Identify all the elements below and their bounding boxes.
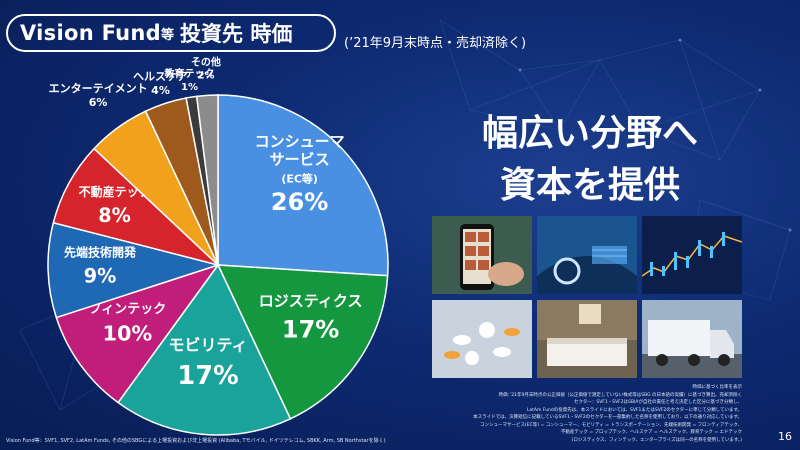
photo-5 [537, 300, 637, 378]
pie-label-1: ロジスティクス 17% [259, 292, 363, 344]
pie-label-4: 先端技術開発 9% [64, 245, 137, 288]
stock-chart-photo [642, 216, 742, 294]
note-line-3: セクター：SVF1・SVF2はSBIAが自社の責任と考え決定した区分に基づき分類… [574, 400, 742, 405]
note-line-5: 本スライドでは、決算短信に記載しているSVF1・SVF2のセクターを一部集約した… [473, 415, 742, 420]
photo-1 [432, 216, 532, 294]
photo-4 [432, 300, 532, 378]
hotel-room-photo [537, 300, 637, 378]
pie-slice-1 [216, 264, 389, 420]
headline-line-1: 幅広い分野へ [481, 113, 698, 154]
pie-slice-2 [117, 263, 292, 436]
note-line-6: コンシューマサービス(EC等) = コンシューマー、モビリティ = トランスポー… [480, 422, 742, 428]
pie-label-0: コンシューマサービス(EC等) 26% [255, 132, 345, 216]
title-box: Vision Fund 等 投資先 時価 [6, 14, 336, 52]
headline: 幅広い分野へ 資本を提供 [440, 108, 740, 212]
methodology-note: 時価に基づく比率を表示 時価：’21年9月末時点の公正価値（公正価値で測定してい… [372, 384, 742, 444]
photo-3 [642, 216, 742, 294]
pie-label-7: ヘルスケア 4% [133, 70, 188, 97]
note-line-2: 時価：’21年9月末時点の公正価値（公正価値で測定していない株式等はSBG の日… [498, 392, 742, 398]
smartphone-shopping-photo [432, 216, 532, 294]
footnote: Vision Fund等：SVF1, SVF2, LatAm Funds, その… [6, 438, 386, 444]
note-line-1: 時価に基づく比率を表示 [692, 385, 743, 390]
headline-line-2: 資本を提供 [499, 165, 680, 206]
pie-label-6: エンターテイメント 6% [49, 82, 148, 109]
note-line-8: (ロジスティクス、フィンテック、エンタープライズは同一の名称を使用しています。) [571, 437, 742, 443]
medicine-pills-photo [432, 300, 532, 378]
pie-label-8: 教育テック 1% [164, 67, 215, 93]
pie-label-2: モビリティ 17% [169, 336, 248, 391]
note-line-4: LatAm Fundの投資先は、本スライドにおいては、SVF1またはSVF2のセ… [526, 407, 742, 413]
title-main: Vision Fund [20, 21, 161, 45]
page-number: 16 [778, 430, 792, 443]
pie-label-3: フィンテック 10% [89, 302, 167, 346]
pie-slice-4 [47, 221, 221, 319]
autonomous-car-photo [537, 216, 637, 294]
photo-6 [642, 300, 742, 378]
pie-slice-3 [55, 263, 220, 404]
note-line-7: 不動産テック = プロップテック、ヘルスケア = ヘルステック、教育テック = … [560, 430, 742, 435]
pie-slice-0 [217, 94, 389, 277]
subtitle: (’21年9月末時点・売却済除く) [344, 36, 527, 51]
pie-slice-9 [195, 94, 219, 266]
title-small: 等 [161, 27, 175, 43]
photo-grid [432, 216, 744, 380]
pie-label-9: その他 2% [191, 55, 221, 81]
delivery-truck-photo [642, 300, 742, 378]
photo-2 [537, 216, 637, 294]
title-jp: 投資先 時価 [180, 22, 293, 46]
pie-label-5: 不動産テック 8% [79, 184, 151, 227]
